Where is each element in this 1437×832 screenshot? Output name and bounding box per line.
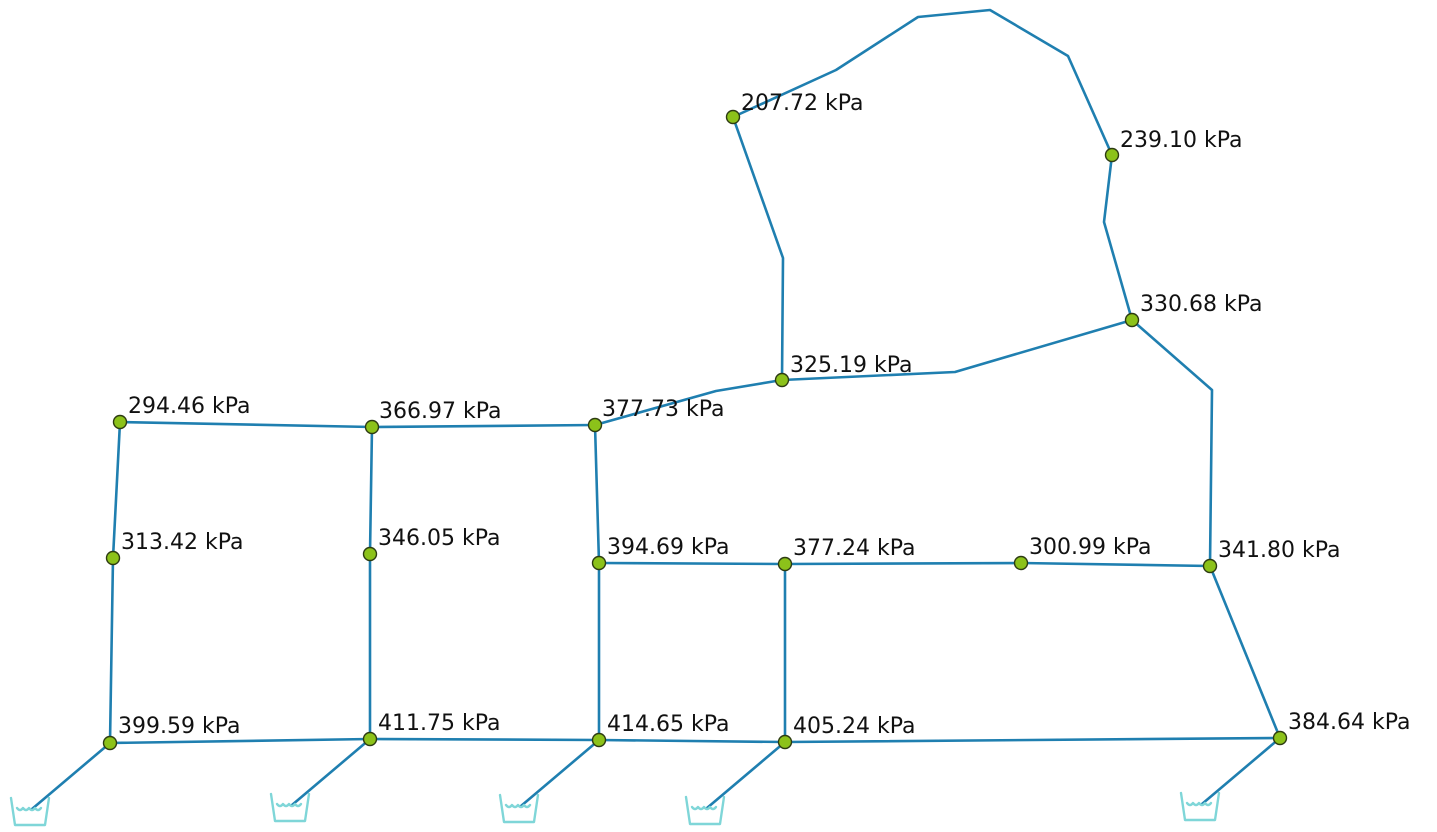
labels-layer: 207.72 kPa 239.10 kPa 330.68 kPa 325.19 kPa… — [118, 91, 1410, 739]
node-pressure-label: 377.73 kPa — [602, 397, 724, 422]
reservoir-icon — [9, 796, 51, 827]
pipe-n15-n16 — [368, 737, 601, 742]
pipe-n07-n10 — [593, 423, 601, 565]
pipe-n01-n04 — [731, 115, 785, 382]
reservoir-icon — [1179, 791, 1221, 822]
pipe-n04-n07 — [593, 378, 784, 427]
node-pressure-label: 399.59 kPa — [118, 714, 240, 739]
pipe-n08-n14 — [108, 556, 115, 745]
node-pressure-label: 300.99 kPa — [1029, 535, 1151, 560]
junction-node-icon — [1124, 312, 1140, 328]
node-pressure-label: 330.68 kPa — [1140, 292, 1262, 317]
junction-node-icon — [1013, 555, 1029, 571]
pipe-n03-n13 — [1130, 318, 1214, 568]
reservoir-icon — [498, 793, 540, 824]
reservoir-icon — [684, 795, 726, 826]
pipe-n05-n08 — [111, 420, 122, 560]
junction-node-icon — [1104, 147, 1120, 163]
node-pressure-label: 325.19 kPa — [790, 353, 912, 378]
node-pressure-label: 377.24 kPa — [793, 536, 915, 561]
node-pressure-label: 411.75 kPa — [378, 711, 500, 736]
junction-node-icon — [1272, 730, 1288, 746]
node-pressure-label: 207.72 kPa — [741, 91, 863, 116]
pipe-n14-n15 — [108, 737, 372, 745]
junction-node-icon — [362, 731, 378, 747]
pipe-n12-n13 — [1019, 561, 1212, 568]
pipe-n06-n09 — [368, 425, 374, 556]
node-pressure-label: 366.97 kPa — [379, 399, 501, 424]
junction-node-icon — [774, 372, 790, 388]
pipe-n16-n17 — [597, 738, 787, 744]
node-pressure-label: 346.05 kPa — [378, 526, 500, 551]
pipe-n10-n11 — [597, 561, 787, 566]
pipe-n03-n04 — [780, 318, 1134, 382]
node-pressure-label: 313.42 kPa — [121, 530, 243, 555]
junction-node-icon — [725, 109, 741, 125]
pipes-layer — [30, 8, 1282, 811]
junction-node-icon — [1202, 558, 1218, 574]
node-pressure-label: 405.24 kPa — [793, 714, 915, 739]
junction-node-icon — [777, 556, 793, 572]
node-pressure-label: 294.46 kPa — [128, 394, 250, 419]
reservoirs-layer — [9, 791, 1221, 827]
nodes-layer — [102, 109, 1288, 751]
junction-node-icon — [102, 735, 118, 751]
node-pressure-label: 414.65 kPa — [607, 712, 729, 737]
junction-node-icon — [364, 419, 380, 435]
node-pressure-label: 341.80 kPa — [1218, 538, 1340, 563]
reservoir-pipe-r4 — [705, 740, 787, 810]
pipe-n17-n18 — [783, 736, 1282, 744]
node-pressure-label: 384.64 kPa — [1288, 710, 1410, 735]
junction-node-icon — [591, 732, 607, 748]
node-pressure-label: 394.69 kPa — [607, 535, 729, 560]
junction-node-icon — [587, 417, 603, 433]
pipe-n05-n06 — [118, 420, 374, 429]
junction-node-icon — [362, 546, 378, 562]
pipe-n06-n07 — [370, 423, 597, 429]
junction-node-icon — [591, 555, 607, 571]
reservoir-icon — [269, 792, 311, 823]
reservoir-pipe-r2 — [290, 737, 372, 807]
junction-node-icon — [777, 734, 793, 750]
junction-node-icon — [112, 414, 128, 430]
pipe-n13-n18 — [1208, 564, 1282, 740]
pipe-n02-n03 — [1102, 153, 1134, 322]
pipe-n11-n12 — [783, 561, 1023, 566]
pipe-n01-n02 — [731, 8, 1114, 157]
reservoir-pipe-r5 — [1200, 736, 1282, 806]
reservoir-pipe-r3 — [519, 738, 601, 808]
reservoir-pipe-r1 — [30, 741, 112, 811]
node-pressure-label: 239.10 kPa — [1120, 128, 1242, 153]
junction-node-icon — [105, 550, 121, 566]
